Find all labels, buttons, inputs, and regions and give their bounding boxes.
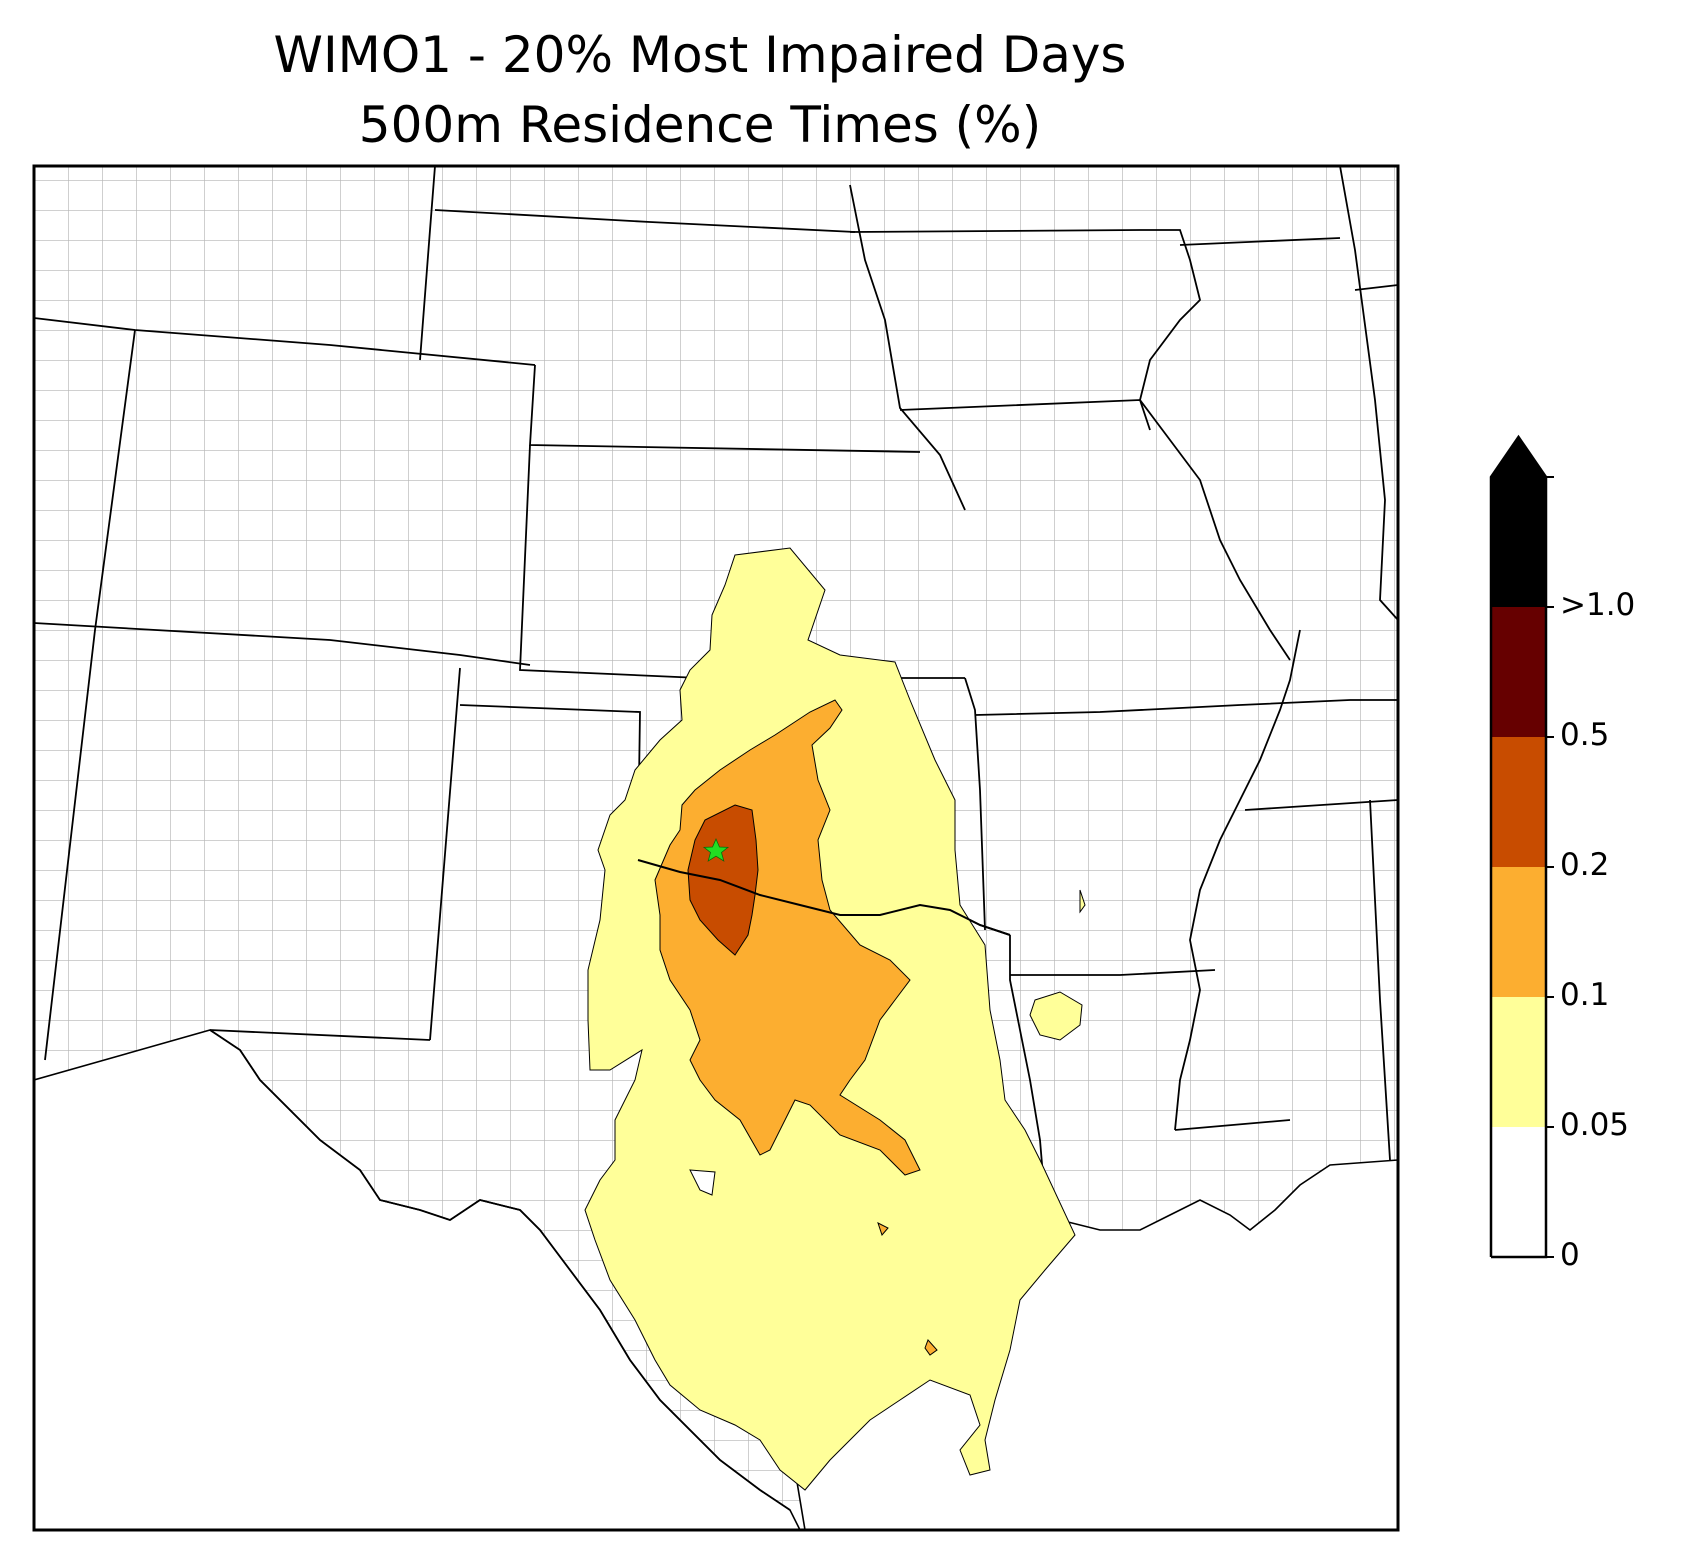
colorbar-tick-label: 0.2	[1560, 847, 1610, 883]
site-star-icon	[702, 838, 730, 862]
colorbar-tick-label: 0.05	[1560, 1107, 1630, 1143]
colorbar-outline	[1489, 434, 1548, 1259]
colorbar-bin	[1491, 867, 1546, 997]
chart-title-line-2: 500m Residence Times (%)	[358, 96, 1042, 154]
colorbar-bin	[1491, 1127, 1546, 1257]
contour-0.05-small	[1079, 889, 1086, 914]
chart-title-line-1: WIMO1 - 20% Most Impaired Days	[273, 26, 1127, 84]
colorbar-tick-label: 0	[1560, 1237, 1580, 1273]
colorbar-tick-label: 0.5	[1560, 717, 1610, 753]
colorbar-extend-arrow	[1491, 437, 1546, 477]
contour-0.1-small-b	[877, 1222, 889, 1236]
contour-0.2-to-0.5	[687, 804, 759, 956]
contour-0.1-small-a	[924, 1339, 938, 1356]
colorbar-bin	[1491, 737, 1546, 867]
colorbar-bin	[1491, 997, 1546, 1127]
colorbar-tick-label: >1.0	[1560, 587, 1636, 623]
hole-low-value	[689, 1169, 716, 1196]
map-area	[34, 166, 1398, 1530]
red-river-overlay	[637, 859, 1011, 936]
colorbar-tick-label: 0.1	[1560, 977, 1610, 1013]
colorbar-bin	[1491, 607, 1546, 737]
colorbar-bin	[1491, 477, 1546, 607]
map-border	[32, 164, 1400, 1532]
contour-0.05-arkansas	[1029, 991, 1083, 1041]
state-boundaries	[34, 166, 1398, 1511]
residence-time-contours	[584, 547, 1086, 1491]
colorbar	[1489, 434, 1554, 1259]
